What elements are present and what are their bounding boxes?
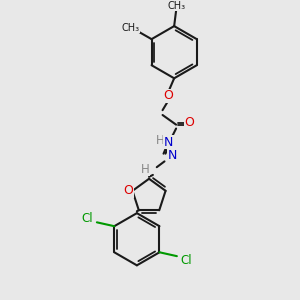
Text: H: H xyxy=(141,163,149,176)
Text: CH₃: CH₃ xyxy=(121,22,140,32)
Text: N: N xyxy=(167,149,177,162)
Text: N: N xyxy=(164,136,173,148)
Text: O: O xyxy=(124,184,134,197)
Text: Cl: Cl xyxy=(181,254,192,266)
Text: H: H xyxy=(156,134,165,147)
Text: CH₃: CH₃ xyxy=(167,1,185,11)
Text: Cl: Cl xyxy=(81,212,93,225)
Text: O: O xyxy=(185,116,195,129)
Text: O: O xyxy=(164,89,173,102)
